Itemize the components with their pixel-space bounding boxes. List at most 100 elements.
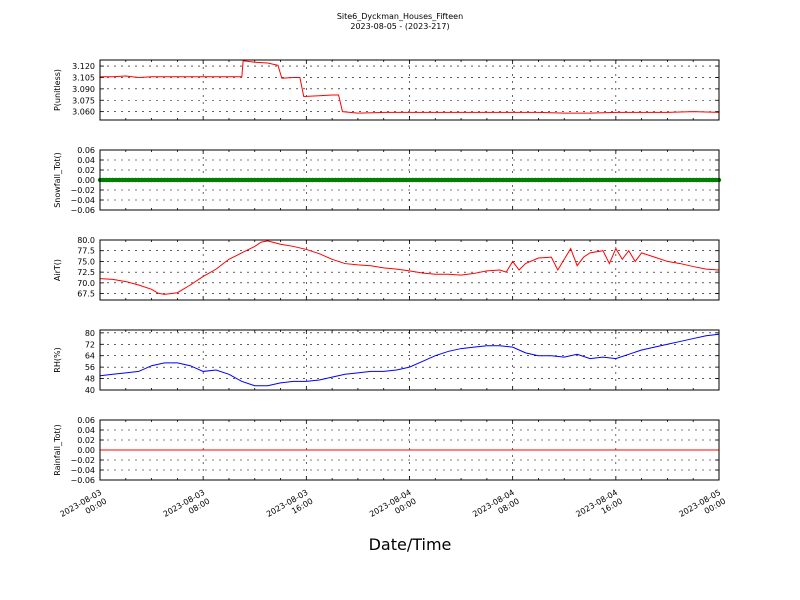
data-point	[191, 177, 196, 183]
data-point	[520, 177, 525, 183]
data-point	[381, 177, 386, 183]
data-point	[284, 177, 290, 183]
data-point	[358, 177, 364, 183]
data-point	[516, 177, 522, 183]
data-point	[671, 177, 677, 183]
data-point	[136, 177, 141, 183]
data-point	[655, 177, 660, 183]
data-point	[700, 177, 706, 183]
data-point	[126, 177, 132, 183]
data-point	[175, 177, 180, 183]
data-point	[661, 177, 667, 183]
y-tick-label: 56	[85, 363, 95, 372]
data-point	[684, 177, 689, 183]
data-point	[691, 177, 696, 183]
data-point	[239, 177, 245, 183]
panels-group: 3.060 3.075 3.090 3.105 3.120 P(unitless) −0.0…	[53, 59, 722, 485]
data-point	[262, 177, 267, 183]
data-point	[545, 177, 551, 183]
data-point	[265, 177, 270, 183]
data-point	[694, 177, 699, 183]
data-point	[397, 177, 403, 183]
data-point	[320, 177, 325, 183]
data-point	[436, 177, 441, 183]
data-point	[162, 177, 167, 183]
data-point	[288, 177, 293, 183]
data-point	[355, 177, 361, 183]
data-point	[568, 177, 573, 183]
data-point	[194, 177, 199, 183]
data-point	[181, 177, 187, 183]
y-tick-label: 0.00	[77, 446, 95, 455]
data-point	[149, 177, 154, 183]
data-point	[603, 177, 609, 183]
y-tick-label: 0.02	[77, 166, 95, 175]
data-point	[555, 177, 561, 183]
data-point	[168, 177, 174, 183]
data-point	[665, 177, 670, 183]
data-point	[607, 177, 612, 183]
chart-subtitle: 2023-08-05 - (2023-217)	[350, 22, 449, 31]
data-point	[371, 177, 377, 183]
data-point	[152, 177, 158, 183]
data-point	[710, 177, 715, 183]
data-point	[133, 177, 138, 183]
data-point	[113, 177, 119, 183]
y-tick-label: 3.105	[72, 73, 95, 82]
data-point	[178, 177, 183, 183]
data-point	[652, 177, 657, 183]
y-tick-label: 70.0	[77, 279, 95, 288]
data-point	[600, 177, 606, 183]
y-tick-label: 80	[85, 329, 95, 338]
data-point	[494, 177, 499, 183]
y-tick-label: 0.04	[77, 426, 95, 435]
data-point	[252, 177, 257, 183]
data-point	[623, 177, 628, 183]
data-point	[620, 177, 625, 183]
y-tick-label: −0.02	[70, 456, 95, 465]
data-point	[368, 177, 374, 183]
data-point	[565, 177, 570, 183]
data-point	[271, 177, 277, 183]
data-point	[410, 177, 415, 183]
panel-1: −0.06−0.04−0.020.000.020.040.06 Snowfall_…	[53, 146, 722, 215]
data-point	[433, 177, 438, 183]
panel-frame	[99, 239, 720, 301]
data-point	[574, 177, 580, 183]
data-point	[578, 177, 583, 183]
data-point	[478, 177, 483, 183]
series-line	[99, 240, 720, 295]
data-point	[117, 177, 122, 183]
panel-4: −0.06−0.04−0.020.000.020.040.06 Rainfall_…	[53, 416, 720, 485]
data-point	[523, 177, 528, 183]
y-tick-label: 77.5	[77, 247, 95, 256]
data-point	[139, 177, 145, 183]
data-point	[504, 177, 509, 183]
data-point	[204, 177, 209, 183]
data-point	[220, 177, 225, 183]
panel-3: 40 48 56 64 72 80 RH(%)	[53, 329, 720, 395]
y-tick-label: 40	[85, 386, 95, 395]
data-point	[404, 177, 409, 183]
data-point	[342, 177, 348, 183]
data-point	[339, 177, 344, 183]
data-point	[294, 177, 299, 183]
data-point	[329, 177, 335, 183]
data-point	[491, 177, 496, 183]
data-point	[346, 177, 351, 183]
data-point	[629, 177, 635, 183]
panel-frame	[99, 329, 720, 391]
data-point	[236, 177, 241, 183]
data-point	[439, 177, 444, 183]
y-tick-label: 67.5	[77, 290, 95, 299]
data-point	[713, 177, 718, 183]
data-point	[455, 177, 461, 183]
y-tick-label: 80.0	[77, 236, 95, 245]
data-point	[146, 177, 151, 183]
y-axis-label: P(unitless)	[53, 69, 62, 111]
data-point	[487, 177, 493, 183]
